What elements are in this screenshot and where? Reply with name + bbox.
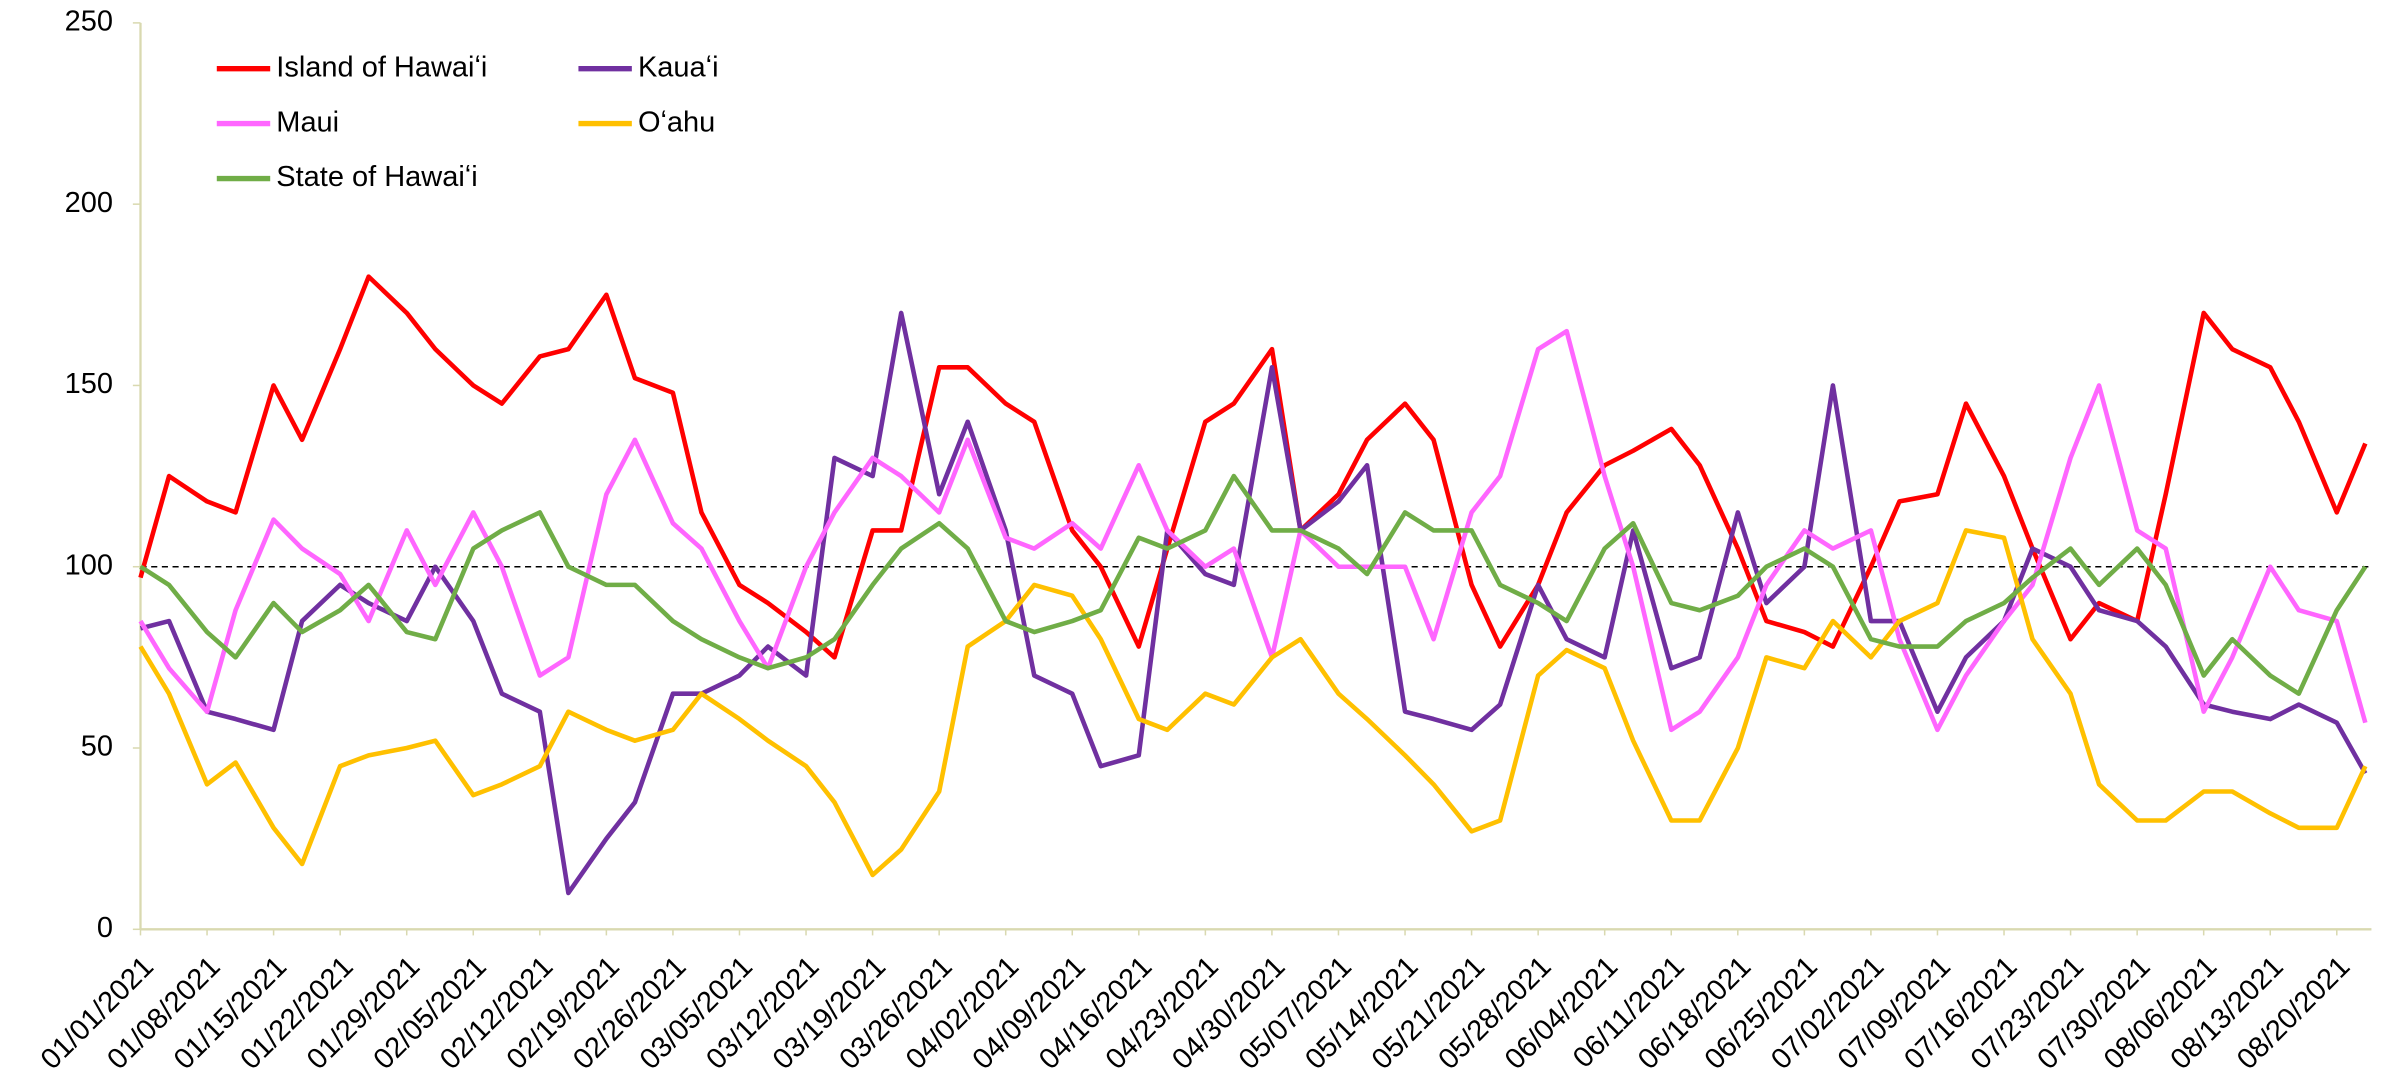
series-line (138, 274, 2368, 660)
legend-label: Island of Hawaiʻi (276, 51, 487, 83)
y-tick-label: 150 (65, 368, 113, 400)
y-tick-label: 0 (97, 912, 113, 944)
legend-label: Kauaʻi (638, 51, 719, 83)
series-line (139, 473, 2368, 696)
legend-label: Maui (276, 106, 339, 138)
legend-label: Oʻahu (638, 106, 715, 138)
y-tick-label: 200 (65, 187, 113, 219)
y-tick-label: 100 (65, 549, 113, 581)
series-line (138, 528, 2368, 878)
series-line (138, 328, 2368, 733)
y-tick-label: 250 (65, 6, 113, 38)
legend-label: State of Hawaiʻi (276, 161, 477, 193)
y-tick-label: 50 (81, 731, 113, 763)
